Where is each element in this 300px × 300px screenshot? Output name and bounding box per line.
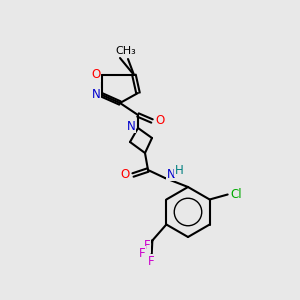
Text: H: H (175, 164, 184, 176)
Text: O: O (92, 68, 100, 82)
Text: Cl: Cl (231, 188, 242, 201)
Text: N: N (92, 88, 100, 101)
Text: O: O (120, 169, 130, 182)
Text: CH₃: CH₃ (116, 46, 136, 56)
Text: F: F (139, 247, 146, 260)
Text: N: N (167, 167, 176, 181)
Text: O: O (155, 115, 165, 128)
Text: F: F (148, 255, 155, 268)
Text: F: F (144, 239, 151, 252)
Text: N: N (127, 119, 135, 133)
